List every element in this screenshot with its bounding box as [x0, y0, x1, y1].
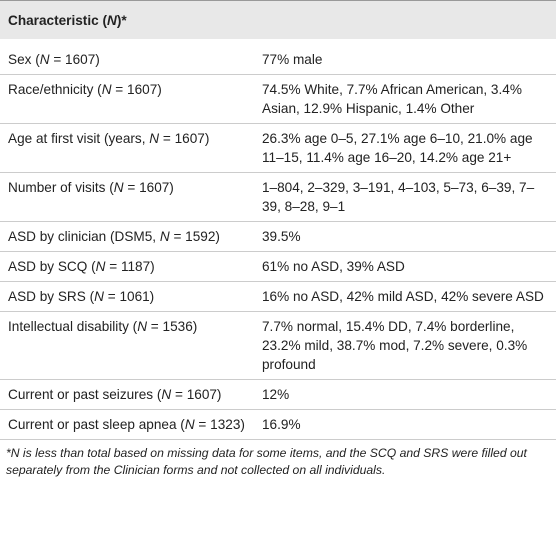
- text: = 1592): [169, 229, 220, 244]
- characteristic-cell: ASD by SRS (N = 1061): [0, 281, 254, 312]
- italic-text: N: [95, 259, 106, 274]
- characteristic-cell: Sex (N = 1607): [0, 45, 254, 75]
- text: = 1607): [159, 131, 210, 146]
- text: = 1607): [123, 180, 174, 195]
- characteristic-cell: ASD by clinician (DSM5, N = 1592): [0, 221, 254, 252]
- text: ASD by clinician (DSM5,: [8, 229, 160, 244]
- footnote: *N is less than total based on missing d…: [0, 439, 556, 485]
- header-row: Characteristic (N)*: [0, 0, 556, 39]
- value-cell: 26.3% age 0–5, 27.1% age 6–10, 21.0% age…: [254, 123, 556, 173]
- row: Intellectual disability (N = 1536) 7.7% n…: [0, 311, 556, 380]
- row: Current or past seizures (N = 1607) 12%: [0, 379, 556, 410]
- text: = 1607): [171, 387, 222, 402]
- text: Sex (: [8, 52, 40, 67]
- text: Characteristic (: [8, 13, 107, 28]
- text: Number of visits (: [8, 180, 114, 195]
- row: Age at first visit (years, N = 1607) 26.3…: [0, 123, 556, 173]
- characteristic-cell: Race/ethnicity (N = 1607): [0, 74, 254, 124]
- characteristic-cell: Current or past seizures (N = 1607): [0, 379, 254, 410]
- row: ASD by clinician (DSM5, N = 1592) 39.5%: [0, 221, 556, 252]
- text: = 1187): [105, 259, 155, 274]
- text: Race/ethnicity (: [8, 82, 102, 97]
- italic-text: N: [159, 229, 170, 244]
- table-body: Sex (N = 1607) 77% male Race/ethnicity (N …: [0, 39, 556, 485]
- italic-text: N: [113, 180, 124, 195]
- text: = 1536): [147, 319, 198, 334]
- text: Current or past sleep apnea (: [8, 417, 185, 432]
- italic-text: N: [94, 289, 104, 304]
- text: )*: [116, 13, 127, 28]
- text: = 1607): [49, 52, 100, 67]
- text: = 1323): [194, 417, 245, 432]
- italic-text: N: [161, 387, 172, 402]
- value-cell: 74.5% White, 7.7% African American, 3.4%…: [254, 74, 556, 124]
- italic-text: N: [101, 82, 112, 97]
- characteristic-cell: ASD by SCQ (N = 1187): [0, 251, 254, 282]
- characteristic-cell: Age at first visit (years, N = 1607): [0, 123, 254, 173]
- footnote-row: *N is less than total based on missing d…: [0, 439, 556, 485]
- italic-text: N: [149, 131, 160, 146]
- row: Race/ethnicity (N = 1607) 74.5% White, 7.…: [0, 74, 556, 124]
- value-cell: 12%: [254, 379, 556, 410]
- text: Current or past seizures (: [8, 387, 162, 402]
- italic-text: N: [106, 13, 117, 28]
- value-cell: 1–804, 2–329, 3–191, 4–103, 5–73, 6–39, …: [254, 172, 556, 222]
- value-cell: 16.9%: [254, 409, 556, 440]
- text: Intellectual disability (: [8, 319, 138, 334]
- text: ASD by SCQ (: [8, 259, 96, 274]
- value-cell: 39.5%: [254, 221, 556, 252]
- value-cell: 7.7% normal, 15.4% DD, 7.4% borderline, …: [254, 311, 556, 380]
- value-cell: 16% no ASD, 42% mild ASD, 42% severe ASD: [254, 281, 556, 312]
- row: ASD by SCQ (N = 1187) 61% no ASD, 39% ASD: [0, 251, 556, 282]
- text: Age at first visit (years,: [8, 131, 150, 146]
- value-cell: 77% male: [254, 45, 556, 75]
- italic-text: N: [137, 319, 148, 334]
- row: ASD by SRS (N = 1061) 16% no ASD, 42% mil…: [0, 281, 556, 312]
- text: = 1061): [103, 289, 155, 304]
- header-cell: Characteristic (N)*: [0, 0, 556, 39]
- row: Sex (N = 1607) 77% male: [0, 45, 556, 75]
- characteristic-cell: Current or past sleep apnea (N = 1323): [0, 409, 254, 440]
- italic-text: N: [184, 417, 195, 432]
- characteristic-cell: Number of visits (N = 1607): [0, 172, 254, 222]
- table: Characteristic (N)* Sex (N = 1607) 77% ma…: [0, 0, 556, 485]
- row: Number of visits (N = 1607) 1–804, 2–329,…: [0, 172, 556, 222]
- italic-text: N: [39, 52, 50, 67]
- text: ASD by SRS (: [8, 289, 95, 304]
- row: Current or past sleep apnea (N = 1323) 16…: [0, 409, 556, 440]
- value-cell: 61% no ASD, 39% ASD: [254, 251, 556, 282]
- text: = 1607): [111, 82, 162, 97]
- characteristic-cell: Intellectual disability (N = 1536): [0, 311, 254, 380]
